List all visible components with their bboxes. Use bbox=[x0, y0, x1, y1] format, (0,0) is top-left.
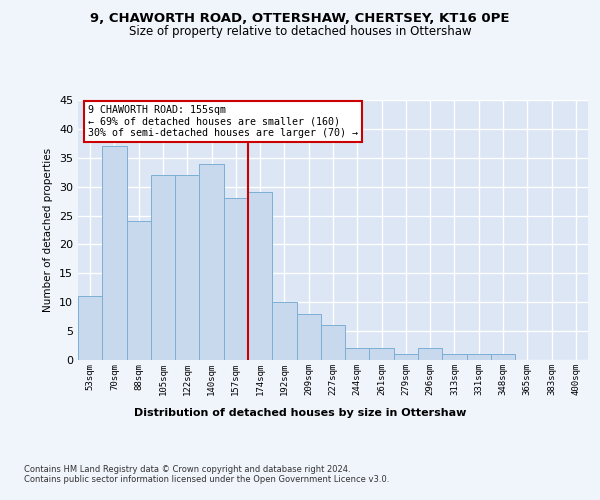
Bar bbox=[418, 348, 442, 360]
Bar bbox=[102, 146, 127, 360]
Text: Contains HM Land Registry data © Crown copyright and database right 2024.: Contains HM Land Registry data © Crown c… bbox=[24, 465, 350, 474]
Bar bbox=[345, 348, 370, 360]
Bar bbox=[78, 296, 102, 360]
Y-axis label: Number of detached properties: Number of detached properties bbox=[43, 148, 53, 312]
Bar bbox=[248, 192, 272, 360]
Bar bbox=[296, 314, 321, 360]
Text: Contains public sector information licensed under the Open Government Licence v3: Contains public sector information licen… bbox=[24, 475, 389, 484]
Bar bbox=[321, 326, 345, 360]
Bar bbox=[442, 354, 467, 360]
Text: 9, CHAWORTH ROAD, OTTERSHAW, CHERTSEY, KT16 0PE: 9, CHAWORTH ROAD, OTTERSHAW, CHERTSEY, K… bbox=[90, 12, 510, 26]
Text: Size of property relative to detached houses in Ottershaw: Size of property relative to detached ho… bbox=[128, 25, 472, 38]
Bar bbox=[127, 222, 151, 360]
Bar bbox=[272, 302, 296, 360]
Bar bbox=[151, 175, 175, 360]
Bar bbox=[370, 348, 394, 360]
Bar bbox=[467, 354, 491, 360]
Bar bbox=[199, 164, 224, 360]
Bar bbox=[224, 198, 248, 360]
Bar bbox=[175, 175, 199, 360]
Bar bbox=[394, 354, 418, 360]
Text: Distribution of detached houses by size in Ottershaw: Distribution of detached houses by size … bbox=[134, 408, 466, 418]
Bar bbox=[491, 354, 515, 360]
Text: 9 CHAWORTH ROAD: 155sqm
← 69% of detached houses are smaller (160)
30% of semi-d: 9 CHAWORTH ROAD: 155sqm ← 69% of detache… bbox=[88, 105, 358, 138]
